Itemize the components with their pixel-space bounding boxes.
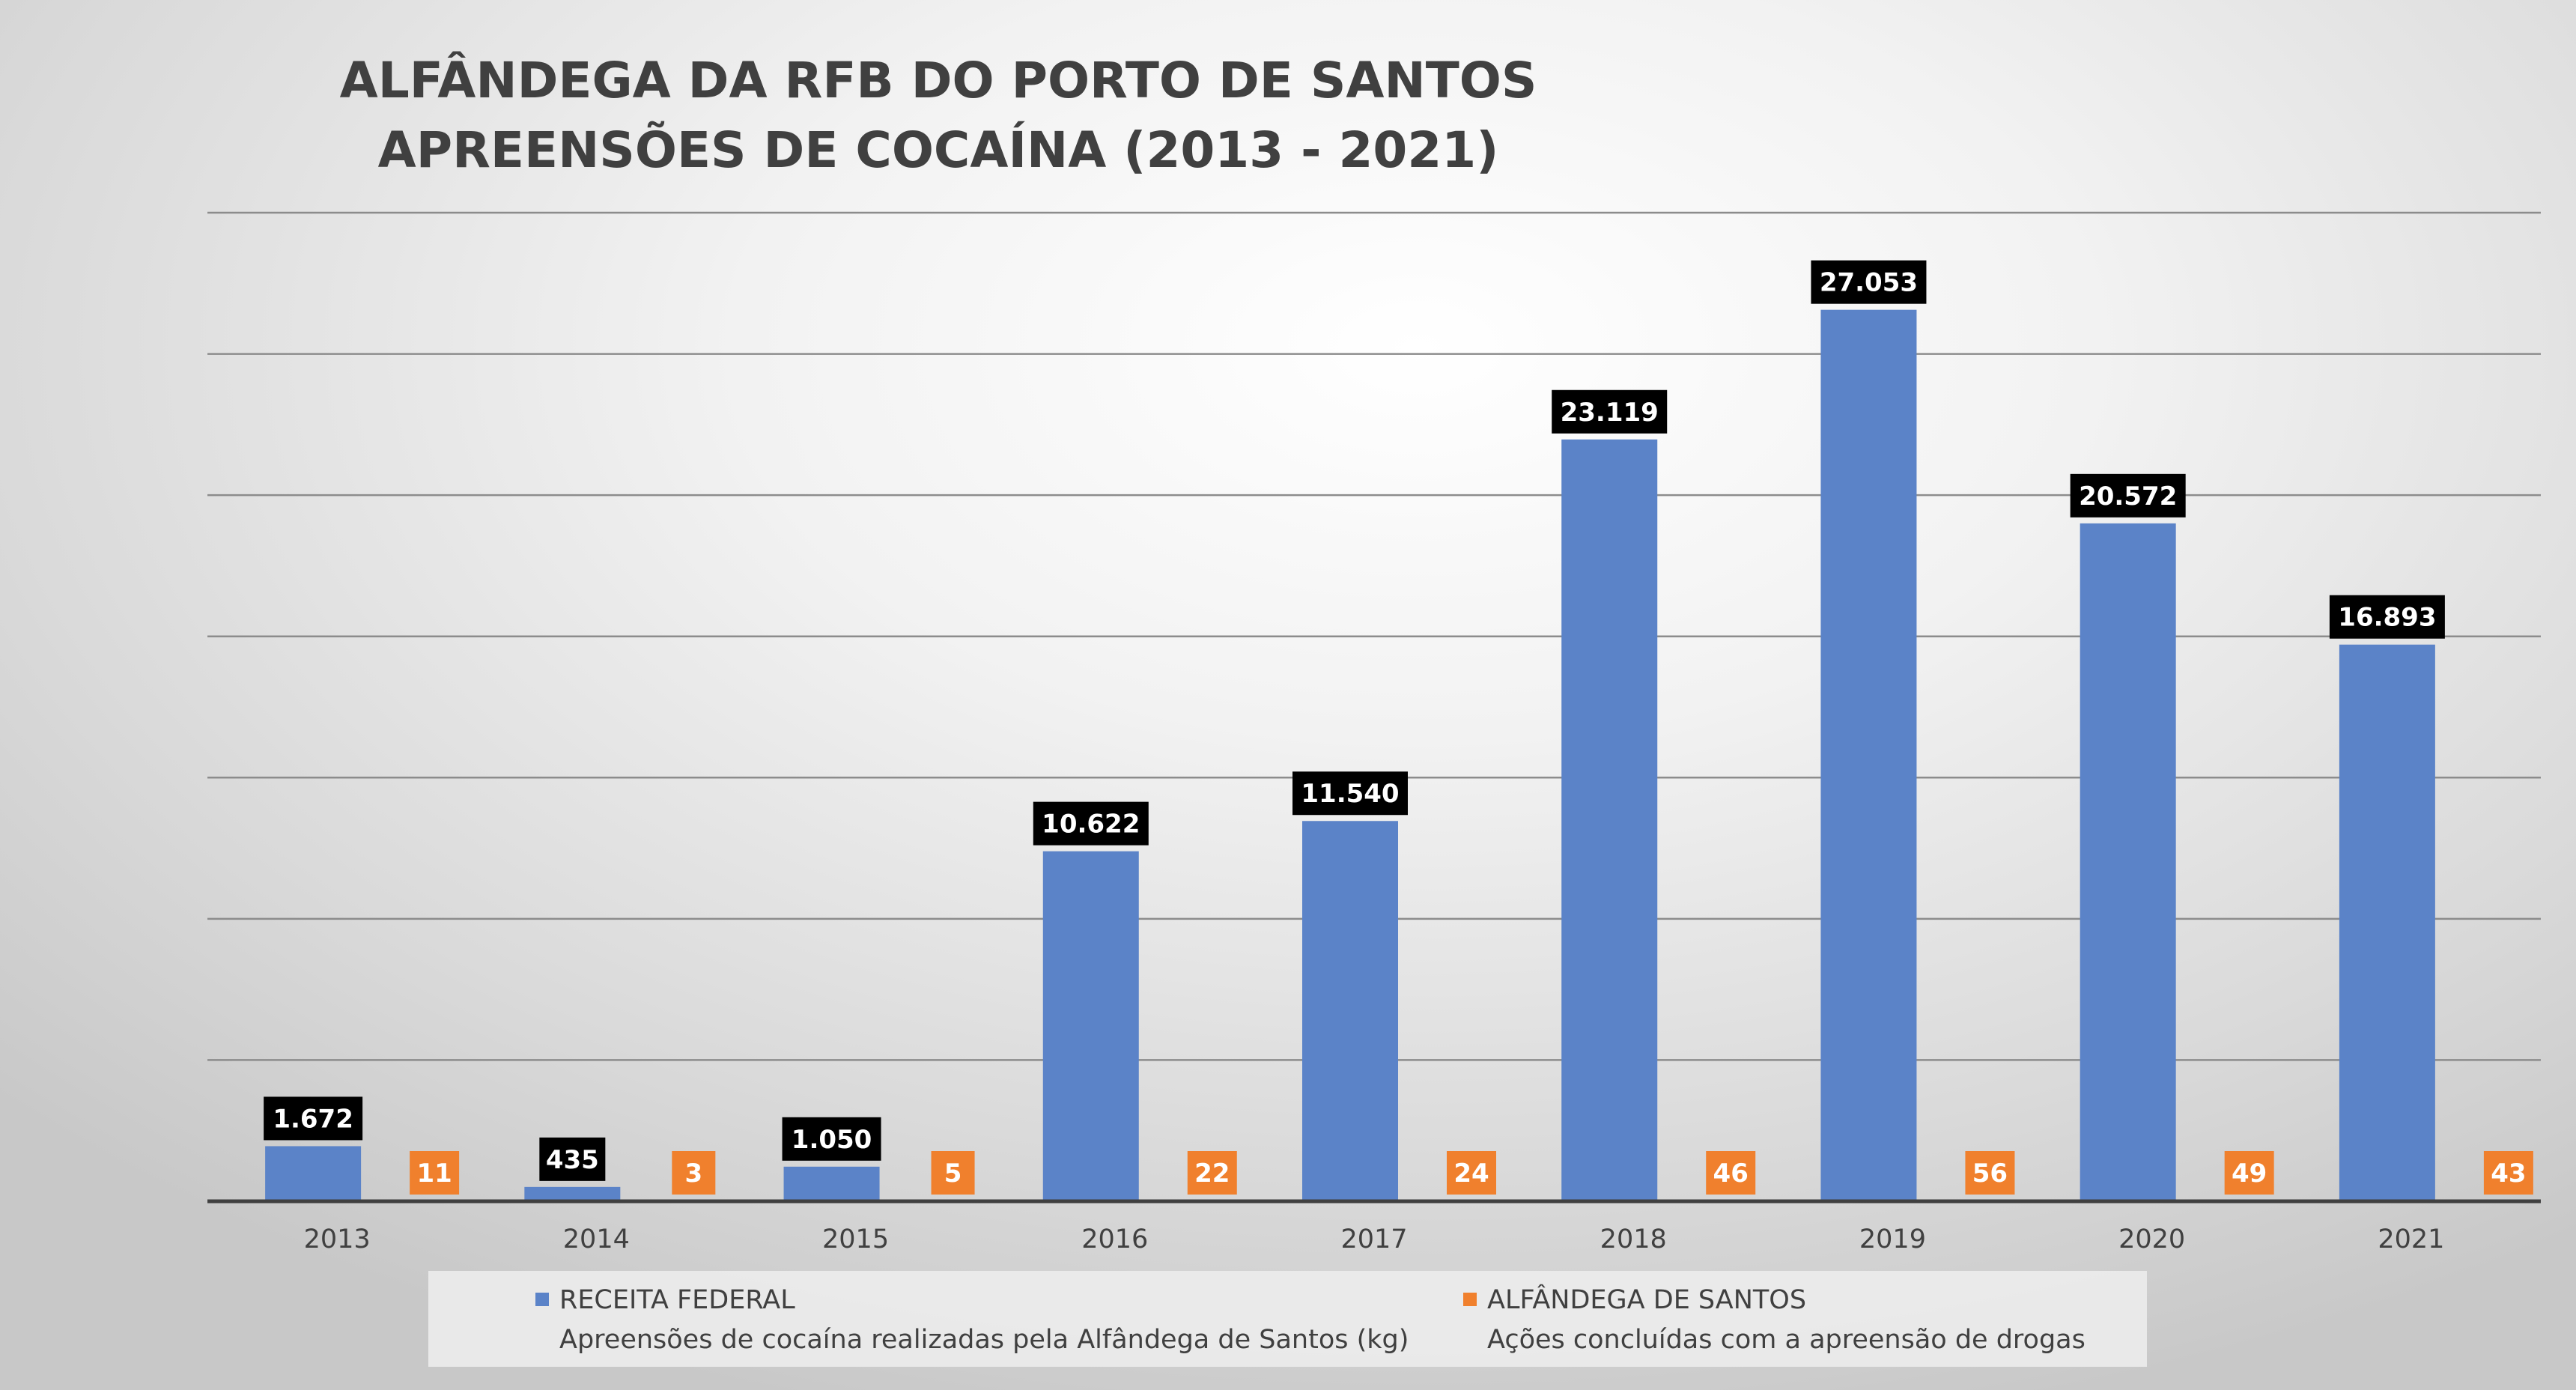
data-label-bg-alfandega-de-santos-2021	[2483, 1151, 2533, 1195]
chart-title-line-2: APREENSÕES DE COCAÍNA (2013 - 2021)	[378, 121, 1499, 179]
data-label-receita-federal-2017: 11.540	[1301, 779, 1399, 809]
bar-receita-federal-2019	[1820, 309, 1917, 1202]
data-label-bg-receita-federal-2020	[2070, 473, 2186, 518]
data-label-receita-federal-2014: 435	[546, 1145, 599, 1175]
data-label-receita-federal-2016: 10.622	[1042, 810, 1140, 840]
x-tick-label-2015: 2015	[822, 1224, 889, 1254]
x-axis: 2013 2014 2015 2016 2017 2018 2019 2020 2021	[207, 1199, 2541, 1254]
data-label-bg-alfandega-de-santos-2013	[410, 1151, 460, 1195]
data-label-alfandega-de-santos-2015: 5	[944, 1159, 962, 1189]
bar-receita-federal-2013	[265, 1146, 362, 1201]
data-label-alfandega-de-santos-2021: 43	[2491, 1159, 2526, 1189]
data-label-bg-alfandega-de-santos-2017	[1447, 1151, 1496, 1195]
legend-desc-receita-federal: Apreensões de cocaína realizadas pela Al…	[559, 1325, 1409, 1355]
data-label-bg-alfandega-de-santos-2020	[2224, 1151, 2274, 1195]
data-label-bg-alfandega-de-santos-2014	[672, 1151, 716, 1195]
bar-receita-federal-2016	[1042, 851, 1139, 1201]
bars	[265, 309, 2435, 1202]
data-label-bg-alfandega-de-santos-2018	[1706, 1151, 1756, 1195]
data-label-bg-receita-federal-2019	[1811, 260, 1927, 304]
x-tick-label-2017: 2017	[1340, 1224, 1407, 1254]
data-label-receita-federal-2015: 1.050	[792, 1125, 872, 1155]
x-tick-label-2018: 2018	[1600, 1224, 1667, 1254]
bar-receita-federal-2021	[2339, 644, 2435, 1201]
legend-swatch-alfandega-de-santos	[1463, 1293, 1477, 1306]
data-label-bg-alfandega-de-santos-2016	[1187, 1151, 1237, 1195]
bar-receita-federal-2015	[783, 1166, 880, 1201]
data-label-alfandega-de-santos-2018: 46	[1713, 1159, 1749, 1189]
data-label-bg-receita-federal-2016	[1033, 801, 1149, 846]
x-tick-label-2019: 2019	[1859, 1224, 1926, 1254]
chart-title-line-1: ALFÂNDEGA DA RFB DO PORTO DE SANTOS	[340, 51, 1537, 109]
x-tick-label-2016: 2016	[1081, 1224, 1148, 1254]
data-label-alfandega-de-santos-2013: 11	[416, 1159, 452, 1189]
data-label-receita-federal-2013: 1.672	[273, 1104, 353, 1134]
data-label-alfandega-de-santos-2020: 49	[2232, 1159, 2267, 1189]
legend-desc-alfandega-de-santos: Ações concluídas com a apreensão de drog…	[1487, 1325, 2086, 1355]
data-label-bg-receita-federal-2015	[782, 1117, 881, 1161]
data-labels: 1.672 11 435 3 1.050 5 10.622 22 11.540 24 23.119 4…	[264, 260, 2533, 1195]
data-label-alfandega-de-santos-2019: 56	[1972, 1159, 2008, 1189]
legend-swatch-receita-federal	[535, 1293, 549, 1306]
bar-receita-federal-2017	[1302, 821, 1398, 1201]
data-label-alfandega-de-santos-2014: 3	[684, 1159, 702, 1189]
legend-label-receita-federal: RECEITA FEDERAL	[559, 1285, 795, 1315]
bar-receita-federal-2018	[1561, 439, 1658, 1201]
x-tick-label-2021: 2021	[2378, 1224, 2444, 1254]
data-label-receita-federal-2020: 20.572	[2079, 482, 2177, 512]
data-label-bg-receita-federal-2017	[1292, 771, 1408, 816]
x-tick-label-2020: 2020	[2118, 1224, 2185, 1254]
data-label-receita-federal-2018: 23.119	[1561, 398, 1659, 428]
data-label-bg-alfandega-de-santos-2015	[931, 1151, 975, 1195]
data-label-bg-receita-federal-2014	[539, 1137, 606, 1181]
data-label-receita-federal-2019: 27.053	[1820, 268, 1918, 298]
legend-box	[428, 1271, 2147, 1367]
chart-title: ALFÂNDEGA DA RFB DO PORTO DE SANTOS APRE…	[340, 51, 1537, 179]
data-label-bg-receita-federal-2013	[264, 1096, 363, 1141]
bar-receita-federal-2014	[524, 1186, 621, 1201]
data-label-bg-alfandega-de-santos-2019	[1965, 1151, 2015, 1195]
data-label-receita-federal-2021: 16.893	[2338, 603, 2436, 633]
data-label-alfandega-de-santos-2017: 24	[1453, 1159, 1489, 1189]
data-label-bg-receita-federal-2021	[2329, 595, 2445, 639]
legend: RECEITA FEDERAL Apreensões de cocaína re…	[428, 1271, 2147, 1367]
data-label-alfandega-de-santos-2016: 22	[1194, 1159, 1230, 1189]
x-tick-label-2014: 2014	[563, 1224, 630, 1254]
data-label-bg-receita-federal-2018	[1552, 389, 1668, 434]
x-tick-label-2013: 2013	[304, 1224, 371, 1254]
legend-label-alfandega-de-santos: ALFÂNDEGA DE SANTOS	[1487, 1284, 1806, 1315]
bar-receita-federal-2020	[2080, 523, 2176, 1201]
